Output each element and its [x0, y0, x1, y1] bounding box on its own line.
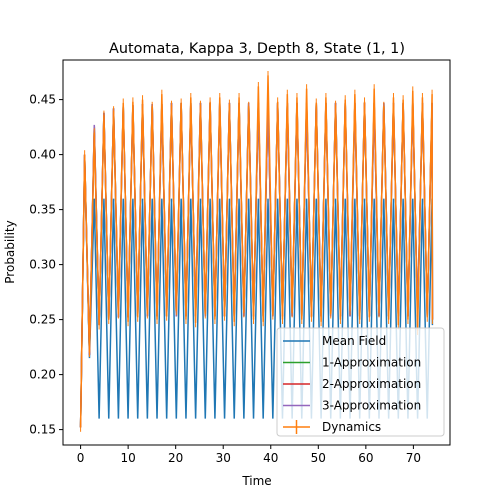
x-axis: 0 10 20 30 40 50 60 70: [77, 445, 421, 465]
y-axis: 0.15 0.20 0.25 0.30 0.35 0.40 0.45: [29, 93, 63, 437]
y-tick-label: 0.45: [29, 93, 56, 107]
legend-label-3-approximation: 3-Approximation: [322, 399, 421, 413]
legend-box: [276, 327, 445, 437]
x-tick-label: 20: [168, 451, 183, 465]
legend-label-dynamics: Dynamics: [322, 420, 381, 434]
plot-frame: [62, 59, 451, 446]
plot-area: [79, 71, 434, 432]
legend: Mean Field 1-Approximation 2-Approximation…: [276, 327, 445, 437]
legend-label-1-approximation: 1-Approximation: [322, 356, 421, 370]
legend-label-2-approximation: 2-Approximation: [322, 377, 421, 391]
x-tick-label: 50: [311, 451, 326, 465]
legend-label-mean-field: Mean Field: [322, 334, 386, 348]
chart-title: Automata, Kappa 3, Depth 8, State (1, 1): [109, 41, 405, 57]
y-tick-label: 0.40: [29, 148, 56, 162]
x-tick-label: 10: [120, 451, 135, 465]
y-axis-label: Probability: [3, 220, 17, 283]
x-tick-label: 0: [77, 451, 85, 465]
y-tick-label: 0.15: [29, 423, 56, 437]
x-tick-label: 60: [358, 451, 373, 465]
y-tick-label: 0.25: [29, 313, 56, 327]
y-tick-label: 0.30: [29, 258, 56, 272]
y-tick-label: 0.35: [29, 203, 56, 217]
x-axis-label: Time: [241, 474, 271, 488]
x-tick-label: 30: [216, 451, 231, 465]
x-tick-label: 70: [406, 451, 421, 465]
y-tick-label: 0.20: [29, 368, 56, 382]
x-tick-label: 40: [263, 451, 278, 465]
